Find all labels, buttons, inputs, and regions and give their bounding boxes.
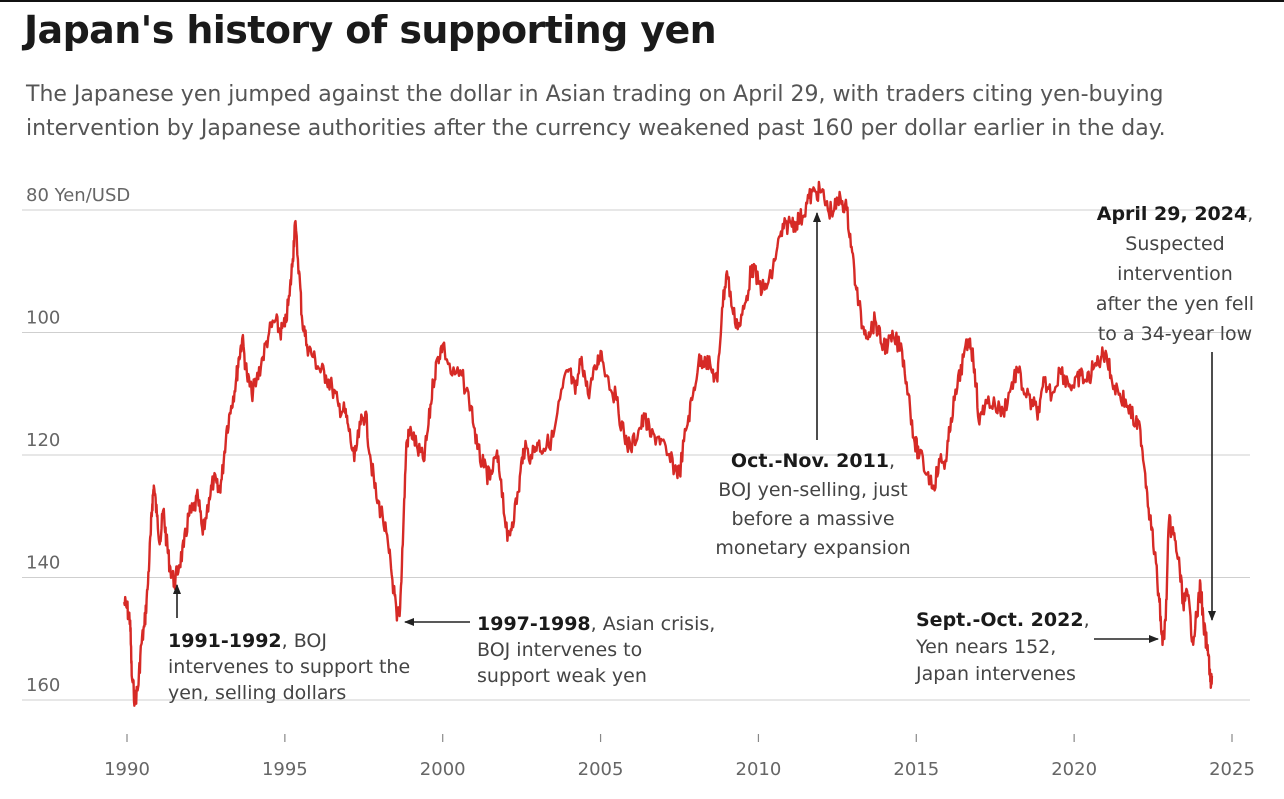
x-tick-label-2020: 2020 [1051,759,1097,780]
annotation-2011-line-2: before a massive [731,508,894,530]
annotation-2011-line-0: , [889,450,895,472]
annotation-2024-line-3: after the yen fell [1096,293,1254,315]
x-tick-label-2005: 2005 [578,759,624,780]
annotation-1991-line-1: intervenes to support the [168,656,410,678]
y-tick-label-140: 140 [26,553,60,574]
x-tick-label-2010: 2010 [736,759,782,780]
annotation-1991-line-0: , BOJ [282,630,327,652]
annotation-2022-line-1: Yen nears 152, [915,636,1056,658]
x-tick-label-1995: 1995 [262,759,308,780]
x-tick-label-2025: 2025 [1209,759,1255,780]
annotation-2022-bold: Sept.-Oct. 2022 [916,609,1084,631]
x-tick-label-1990: 1990 [104,759,150,780]
annotation-2024-line-1: Suspected [1125,233,1224,255]
annotation-1997: 1997-1998, Asian crisis, BOJ intervenes t… [477,613,715,687]
annotation-2022-line-2: Japan intervenes [915,663,1076,685]
annotation-2022: Sept.-Oct. 2022, Yen nears 152, Japan inte… [915,609,1090,685]
annotation-2011: Oct.-Nov. 2011, BOJ yen-selling, just befo… [715,450,910,559]
annotation-1997-bold: 1997-1998 [477,613,591,635]
y-axis: 80 Yen/USD 100 120 140 160 [26,185,130,696]
y-tick-label-100: 100 [26,308,60,329]
annotation-1997-line-1: BOJ intervenes to [477,639,642,661]
x-tick-label-2015: 2015 [893,759,939,780]
annotation-1991: 1991-1992, BOJ intervenes to support the y… [168,630,410,704]
y-tick-label-160: 160 [26,675,60,696]
x-tick-label-2000: 2000 [420,759,466,780]
chart-subtitle: The Japanese yen jumped against the doll… [26,82,1166,141]
annotation-arrows [173,212,1216,643]
annotation-2024-line-2: intervention [1117,263,1233,285]
annotation-1991-line-2: yen, selling dollars [168,682,346,704]
chart-title: Japan's history of supporting yen [24,8,717,52]
gridlines [22,209,1250,701]
series-layer [122,180,1214,707]
annotation-2024-heading: April 29, 2024, [1097,203,1254,225]
annotation-1997-heading: 1997-1998, Asian crisis, [477,613,715,635]
annotation-2024-bold: April 29, 2024 [1097,203,1247,225]
annotation-2011-line-1: BOJ yen-selling, just [718,479,907,501]
annotation-1997-line-2: support weak yen [477,665,647,687]
annotation-2022-heading: Sept.-Oct. 2022, [916,609,1090,631]
annotations: 1991-1992, BOJ intervenes to support the y… [168,203,1254,704]
annotation-2011-heading: Oct.-Nov. 2011, [731,450,895,472]
annotation-1991-heading: 1991-1992, BOJ [168,630,327,652]
y-tick-label-80: 80 Yen/USD [26,185,130,206]
annotation-1997-line-0: , Asian crisis, [591,613,716,635]
annotation-2024-line-4: to a 34-year low [1098,323,1252,345]
annotation-2024-line-0: , [1247,203,1253,225]
top-rule [0,0,1284,2]
x-axis: 1990 1995 2000 2005 2010 2015 2020 2025 [104,734,1255,780]
annotation-2024: April 29, 2024, Suspected intervention afte… [1096,203,1254,345]
annotation-2022-line-0: , [1084,609,1090,631]
y-tick-label-120: 120 [26,430,60,451]
series-line-usd-jpy [122,180,1214,707]
annotation-1991-bold: 1991-1992 [168,630,282,652]
annotation-2011-line-3: monetary expansion [715,537,910,559]
annotation-2011-bold: Oct.-Nov. 2011 [731,450,889,472]
